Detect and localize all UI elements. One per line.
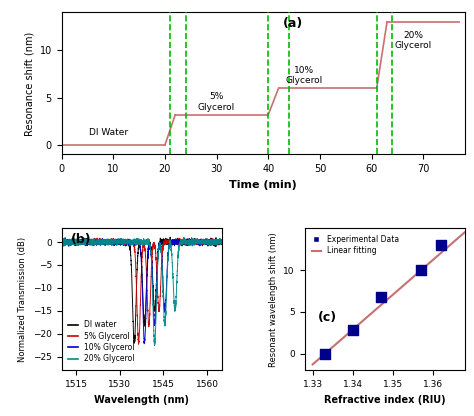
X-axis label: Refractive index (RIU): Refractive index (RIU) xyxy=(324,394,446,404)
Experimental Data xyxy=(417,267,424,273)
Text: 20%
Glycerol: 20% Glycerol xyxy=(394,31,431,50)
Y-axis label: Normalized Transmission (dB): Normalized Transmission (dB) xyxy=(18,237,27,362)
Y-axis label: Resonant wavelength shift (nm): Resonant wavelength shift (nm) xyxy=(269,232,278,366)
Text: (c): (c) xyxy=(318,311,337,324)
Text: DI Water: DI Water xyxy=(89,129,128,137)
Legend: DI water, 5% Glycerol, 10% Glycerol, 20% Glycerol: DI water, 5% Glycerol, 10% Glycerol, 20%… xyxy=(65,317,137,366)
Legend: Experimental Data, Linear fitting: Experimental Data, Linear fitting xyxy=(309,232,402,258)
X-axis label: Wavelength (nm): Wavelength (nm) xyxy=(94,394,189,404)
Experimental Data xyxy=(349,327,356,334)
Y-axis label: Resonance shift (nm): Resonance shift (nm) xyxy=(24,31,34,136)
X-axis label: Time (min): Time (min) xyxy=(229,180,297,190)
Experimental Data xyxy=(321,350,328,357)
Text: (b): (b) xyxy=(71,233,92,245)
Experimental Data xyxy=(437,242,444,248)
Experimental Data xyxy=(377,293,384,300)
Text: 10%
Glycerol: 10% Glycerol xyxy=(286,66,323,85)
Text: (a): (a) xyxy=(283,17,303,30)
Text: 5%
Glycerol: 5% Glycerol xyxy=(198,92,235,112)
